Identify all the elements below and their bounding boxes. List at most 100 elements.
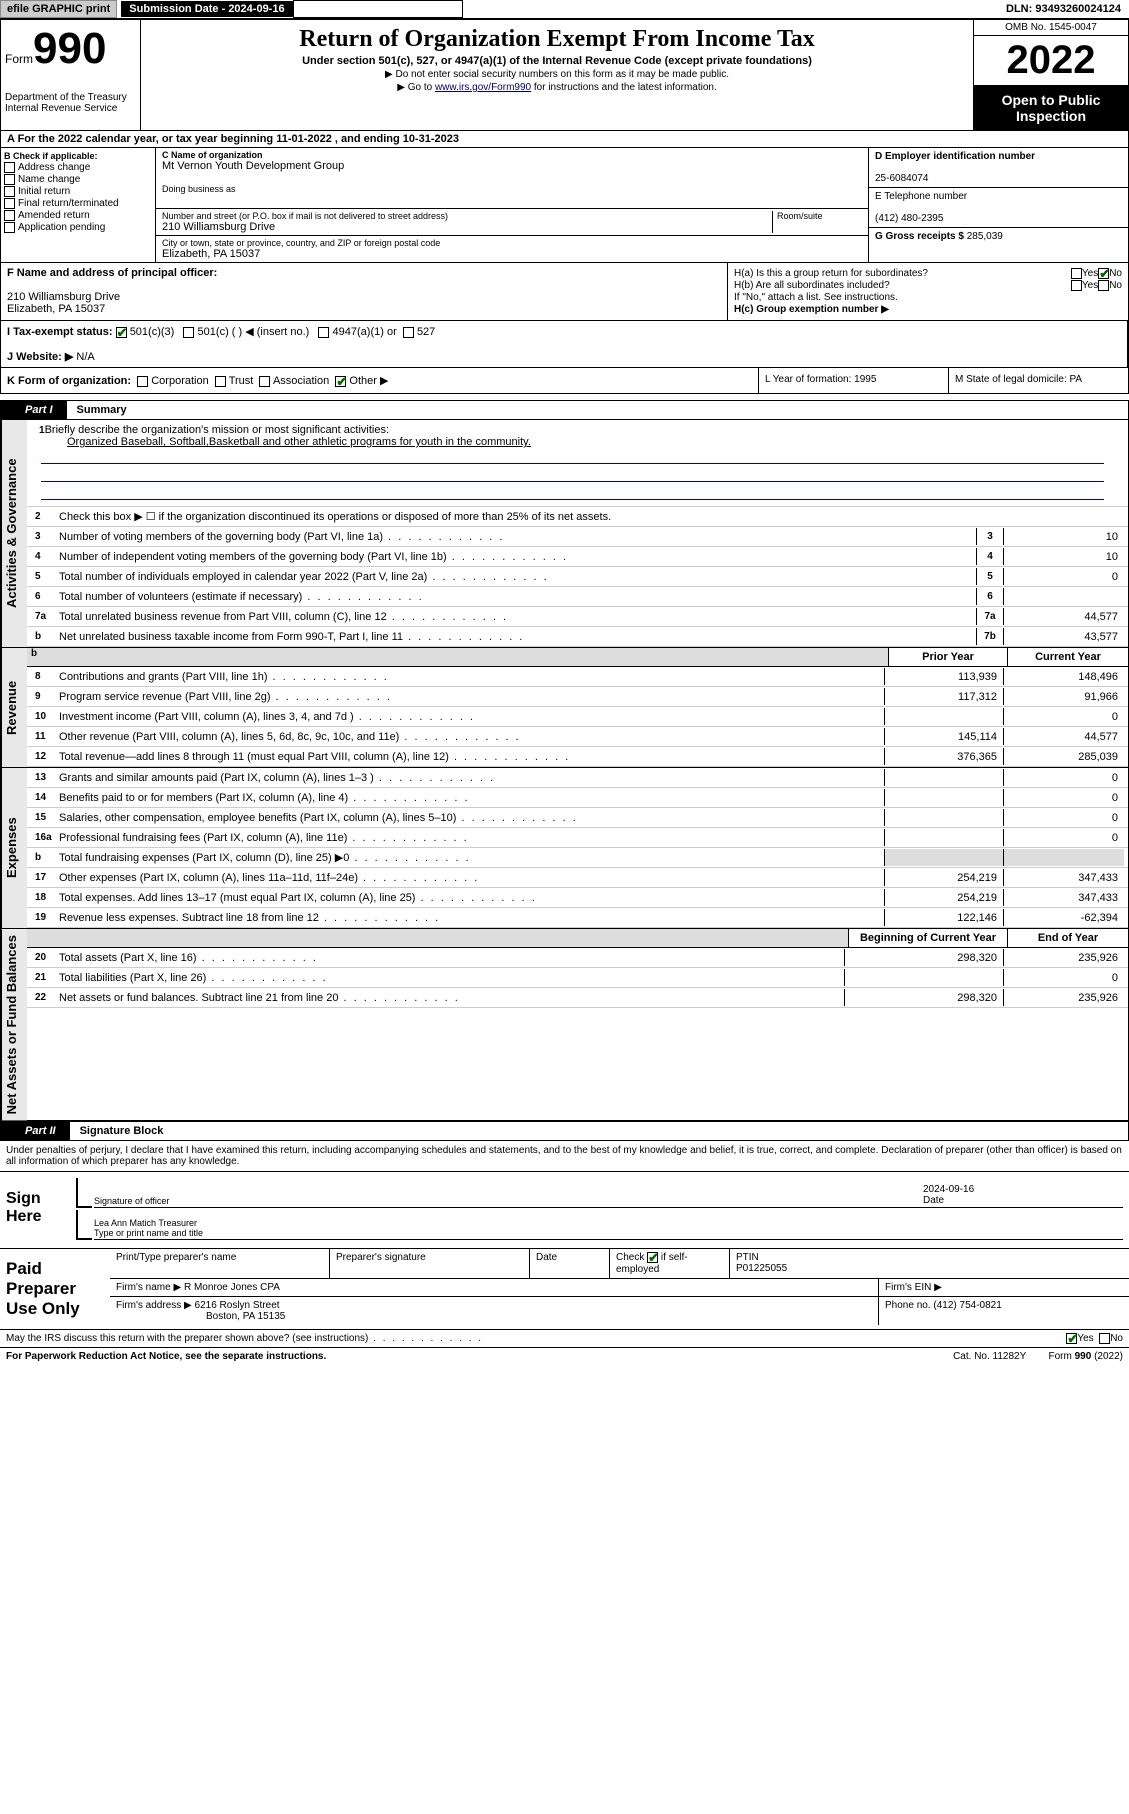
hb-no[interactable] [1098,280,1109,291]
prior-value: 122,146 [884,909,1004,926]
column-h: H(a) Is this a group return for subordin… [728,263,1128,320]
submission-date: Submission Date - 2024-09-16 [121,1,292,17]
efile-print-button[interactable]: efile GRAPHIC print [0,0,117,18]
hb-yes[interactable] [1071,280,1082,291]
hdr-curr: Current Year [1008,648,1128,666]
chk-assoc[interactable] [259,376,270,387]
prior-value: 254,219 [884,889,1004,906]
line1-label: Briefly describe the organization's miss… [45,424,389,436]
chk-corp[interactable] [137,376,148,387]
hb-note: If "No," attach a list. See instructions… [734,292,898,303]
current-value: 347,433 [1004,889,1124,906]
current-value: 148,496 [1004,668,1124,685]
officer-name-line: Lea Ann Matich TreasurerType or print na… [94,1218,1123,1240]
form-word: Form [5,52,33,66]
column-c: C Name of organization Mt Vernon Youth D… [156,148,868,262]
sign-block: Sign Here Signature of officer 2024-09-1… [0,1172,1129,1249]
current-value: 0 [1004,769,1124,786]
line-text: Contributions and grants (Part VIII, lin… [59,671,884,683]
form-subtitle: Under section 501(c), 527, or 4947(a)(1)… [145,55,969,67]
line-text: Net assets or fund balances. Subtract li… [59,992,844,1004]
current-value: 0 [1004,789,1124,806]
chk-final-return[interactable] [4,198,15,209]
hdr-beginning: Beginning of Current Year [848,929,1008,947]
org-name: Mt Vernon Youth Development Group [162,160,862,172]
prep-date-hdr: Date [530,1249,610,1277]
line-text: Benefits paid to or for members (Part IX… [59,792,884,804]
prep-selfemp: Check if self-employed [610,1249,730,1277]
col-l-formation: L Year of formation: 1995 [758,368,948,393]
line-text: Total expenses. Add lines 13–17 (must eq… [59,892,884,904]
chk-name-change[interactable] [4,174,15,185]
chk-4947[interactable] [318,327,329,338]
form-footer: Form 990 (2022) [1049,1351,1123,1362]
chk-501c[interactable] [183,327,194,338]
officer-addr2: Elizabeth, PA 15037 [7,303,721,315]
chk-501c3[interactable] [116,327,127,338]
column-f: F Name and address of principal officer:… [1,263,728,320]
line-value: 10 [1004,551,1124,563]
chk-application-pending[interactable] [4,222,15,233]
submission-date-spacer [293,0,464,18]
current-value: -62,394 [1004,909,1124,926]
line-value: 10 [1004,531,1124,543]
net-assets-section: Net Assets or Fund Balances Beginning of… [0,929,1129,1121]
sig-arrow-icon [76,1178,92,1208]
department: Department of the TreasuryInternal Reven… [5,92,136,114]
ha-yes[interactable] [1071,268,1082,279]
discuss-no[interactable] [1099,1333,1110,1344]
chk-trust[interactable] [215,376,226,387]
paperwork-notice: For Paperwork Reduction Act Notice, see … [6,1351,953,1362]
chk-label: Initial return [18,186,70,197]
line-text: Number of voting members of the governin… [59,531,976,543]
j-label: J Website: ▶ [7,351,73,363]
city-label: City or town, state or province, country… [162,238,862,248]
chk-initial-return[interactable] [4,186,15,197]
row-k: K Form of organization: Corporation Trus… [0,368,1129,394]
signature-line: Signature of officer [94,1186,923,1208]
officer-label: F Name and address of principal officer: [7,267,721,279]
ha-label: H(a) Is this a group return for subordin… [734,268,1071,279]
header-left: Form 990 Department of the TreasuryInter… [1,20,141,130]
sidebar-expenses: Expenses [1,768,27,928]
org-city: Elizabeth, PA 15037 [162,248,862,260]
line-value: 43,577 [1004,631,1124,643]
prior-value: 113,939 [884,668,1004,685]
chk-label: Amended return [18,210,90,221]
current-value: 91,966 [1004,688,1124,705]
tax-year: 2022 [974,36,1128,86]
cat-no: Cat. No. 11282Y [953,1351,1026,1362]
current-value: 44,577 [1004,728,1124,745]
firm-name-label: Firm's name ▶ [116,1282,181,1293]
line-text: Other expenses (Part IX, column (A), lin… [59,872,884,884]
expenses-section: Expenses 13Grants and similar amounts pa… [0,768,1129,929]
chk-amended[interactable] [4,210,15,221]
part-2-title: Signature Block [70,1122,174,1140]
org-address: 210 Williamsburg Drive [162,221,772,233]
org-name-label: C Name of organization [162,150,862,160]
line-text: Other revenue (Part VIII, column (A), li… [59,731,884,743]
ha-no[interactable] [1098,268,1109,279]
omb-number: OMB No. 1545-0047 [974,20,1128,36]
top-bar: efile GRAPHIC print Submission Date - 20… [0,0,1129,19]
paid-preparer-label: Paid Preparer Use Only [0,1249,110,1329]
form-title: Return of Organization Exempt From Incom… [145,26,969,53]
preparer-block: Paid Preparer Use Only Print/Type prepar… [0,1249,1129,1330]
discuss-yes[interactable] [1066,1333,1077,1344]
phone-value: (412) 754-0821 [933,1300,1001,1311]
room-suite-label: Room/suite [772,211,862,233]
prior-value [884,809,1004,826]
gross-label: G Gross receipts $ [875,231,964,242]
chk-self-employed[interactable] [647,1252,658,1263]
current-value: 347,433 [1004,869,1124,886]
sidebar-revenue: Revenue [1,648,27,767]
prep-name-hdr: Print/Type preparer's name [110,1249,330,1277]
irs-link[interactable]: www.irs.gov/Form990 [435,82,531,93]
chk-address-change[interactable] [4,162,15,173]
activities-governance-section: Activities & Governance 1Briefly describ… [0,420,1129,648]
column-d: D Employer identification number 25-6084… [868,148,1128,262]
line-value: 44,577 [1004,611,1124,623]
prior-value: 145,114 [884,728,1004,745]
chk-other[interactable] [335,376,346,387]
chk-527[interactable] [403,327,414,338]
